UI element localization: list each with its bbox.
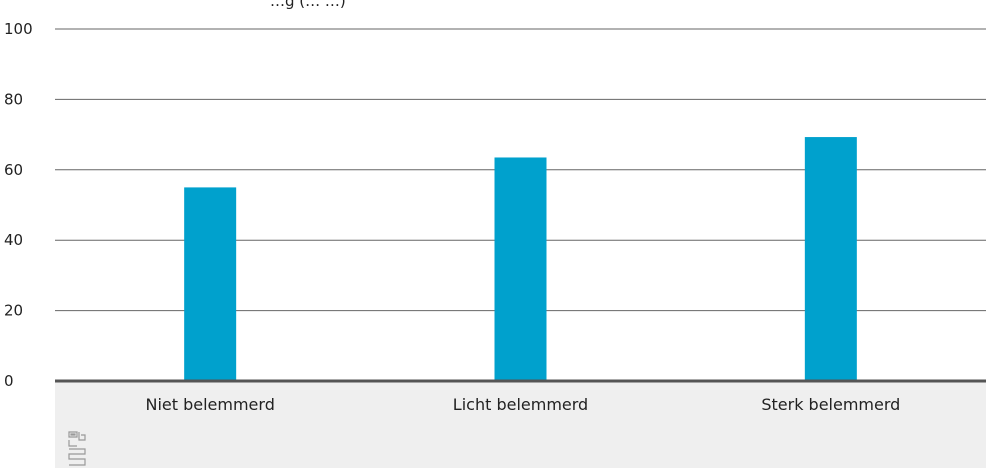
y-tick-label: 40 <box>4 231 23 249</box>
bar <box>184 187 237 381</box>
y-tick-label: 80 <box>4 90 23 108</box>
y-axis-ticks: 0 20 40 60 80 100 <box>4 20 33 390</box>
y-tick-label: 0 <box>4 372 14 390</box>
footer-band <box>55 381 986 468</box>
bar <box>804 137 857 381</box>
x-axis-categories: Niet belemmerd Licht belemmerd Sterk belem… <box>145 395 900 414</box>
cbs-logo-icon <box>68 431 86 466</box>
bar <box>494 157 547 381</box>
category-label: Sterk belemmerd <box>761 395 900 414</box>
y-tick-label: 100 <box>4 20 33 38</box>
y-tick-label: 60 <box>4 161 23 179</box>
category-label: Licht belemmerd <box>453 395 588 414</box>
y-tick-label: 20 <box>4 302 23 320</box>
bars <box>184 137 857 381</box>
category-label: Niet belemmerd <box>145 395 274 414</box>
chart-title: …g (… …) <box>270 0 346 10</box>
